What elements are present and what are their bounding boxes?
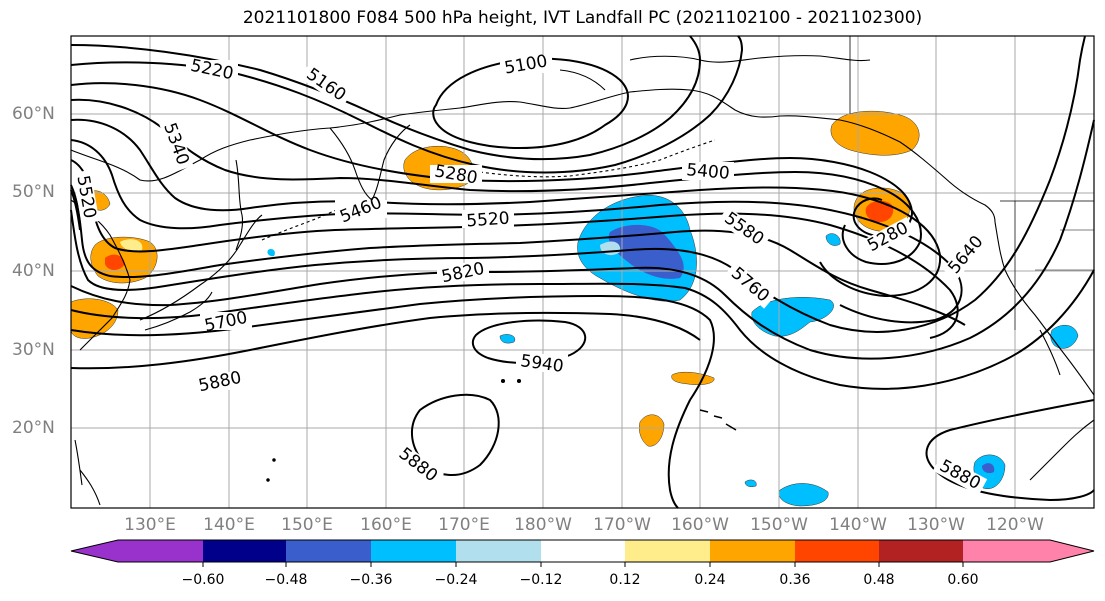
colorbar-extend-high [963,540,1094,562]
map-frame [70,35,1095,509]
lon-label: 130°E [124,515,176,535]
colorbar-tick-label: 0.36 [779,572,811,588]
coast-hawaii [699,409,737,431]
colorbar-tick-label: −0.36 [349,572,393,588]
contour-5940 [471,319,587,364]
contour-5880-south [411,393,500,477]
contour-5160 [70,35,702,161]
coast-korea-china [70,199,131,351]
contour-5580 [70,184,966,326]
colorbar-extend-low [71,540,203,562]
coast-aleutians [479,139,716,178]
lon-label: 180°W [514,515,572,535]
ivt-negative-blob-east [751,297,834,337]
graticule [71,36,1094,508]
coast-mexico [1029,419,1095,481]
ivt-negative-small-2 [267,248,275,257]
lon-label: 160°E [360,515,412,535]
lat-label: 30°N [12,340,55,360]
ivt-positive-low-core [865,200,894,222]
colorbar-bin [710,540,795,562]
colorbar-bin [203,540,286,562]
colorbar [70,539,1095,567]
ivt-negative-small-4 [1050,324,1079,349]
island-dot-4 [272,458,276,462]
colorbar-bin [371,540,456,562]
colorbar-tick-label: 0.60 [947,572,979,588]
coast-bc [994,221,1095,396]
colorbar-tick-label: 0.48 [863,572,895,588]
colorbar-outline [70,539,1095,563]
ivt-positive-small-2 [639,414,665,447]
ivt-negative-small-3 [499,334,516,344]
lon-label: 150°E [281,515,333,535]
colorbar-tick-label: 0.12 [609,572,641,588]
coast-bering [559,69,606,91]
lon-label: 120°W [986,515,1044,535]
coast-japan-2 [144,291,213,331]
colorbar-tick-label: −0.48 [264,572,308,588]
ivt-negative-small-7 [744,479,757,488]
ivt-positive-alaska [830,110,920,156]
contour-west-small [70,189,81,231]
coast-japan [139,214,263,321]
colorbar-tick-label: −0.24 [434,572,478,588]
contour-5760 [70,269,1095,390]
contour-5880-main [70,311,701,370]
lat-label: 50°N [12,182,55,202]
contour-label: 5400 [686,160,731,184]
colorbar-tick-label: −0.12 [519,572,563,588]
colorbar-bin [456,540,541,562]
coast-baja [1039,329,1061,376]
lon-label: 160°W [671,515,729,535]
colorbar-tick-label: 0.24 [694,572,726,588]
colorbar-bin [795,540,879,562]
lon-label: 140°W [829,515,887,535]
lat-label: 20°N [12,418,55,438]
ivt-negative-core [608,224,684,279]
contour-5640 [70,35,1086,333]
lon-label: 150°W [750,515,808,535]
coast-siberia [70,107,461,182]
map-title: 2021101800 F084 500 hPa height, IVT Land… [242,8,923,28]
coast-taiwan [74,439,83,486]
coastlines [70,36,1095,506]
lon-label: 170°W [593,515,651,535]
lat-label: 40°N [12,261,55,281]
contour-5700 [70,119,1095,360]
lon-label: 170°E [438,515,490,535]
ivt-negative-small-1 [825,233,841,246]
ivt-positive-japan-light [120,239,143,251]
colorbar-bin [879,540,963,562]
lat-label: 60°N [12,104,55,124]
coast-alaska [459,88,996,223]
ivt-negative-small-6 [778,483,829,507]
ivt-negative-small-5-core [982,463,995,474]
contour-label: 5520 [466,209,511,232]
lon-label: 140°E [203,515,255,535]
lon-label: 130°W [907,515,965,535]
ivt-positive-japan-core [105,254,125,270]
colorbar-bin [286,540,371,562]
coast-alaska-north [629,55,871,63]
colorbar-tick-label: −0.60 [181,572,225,588]
island-dot-2 [516,378,522,384]
island-dot-3 [266,478,270,482]
colorbar-bin [541,540,625,562]
ivt-positive-west [70,298,119,339]
colorbar-bin [625,540,710,562]
coast-philippines [79,469,101,506]
island-dot-1 [500,378,506,384]
contour-5400 [70,118,942,298]
